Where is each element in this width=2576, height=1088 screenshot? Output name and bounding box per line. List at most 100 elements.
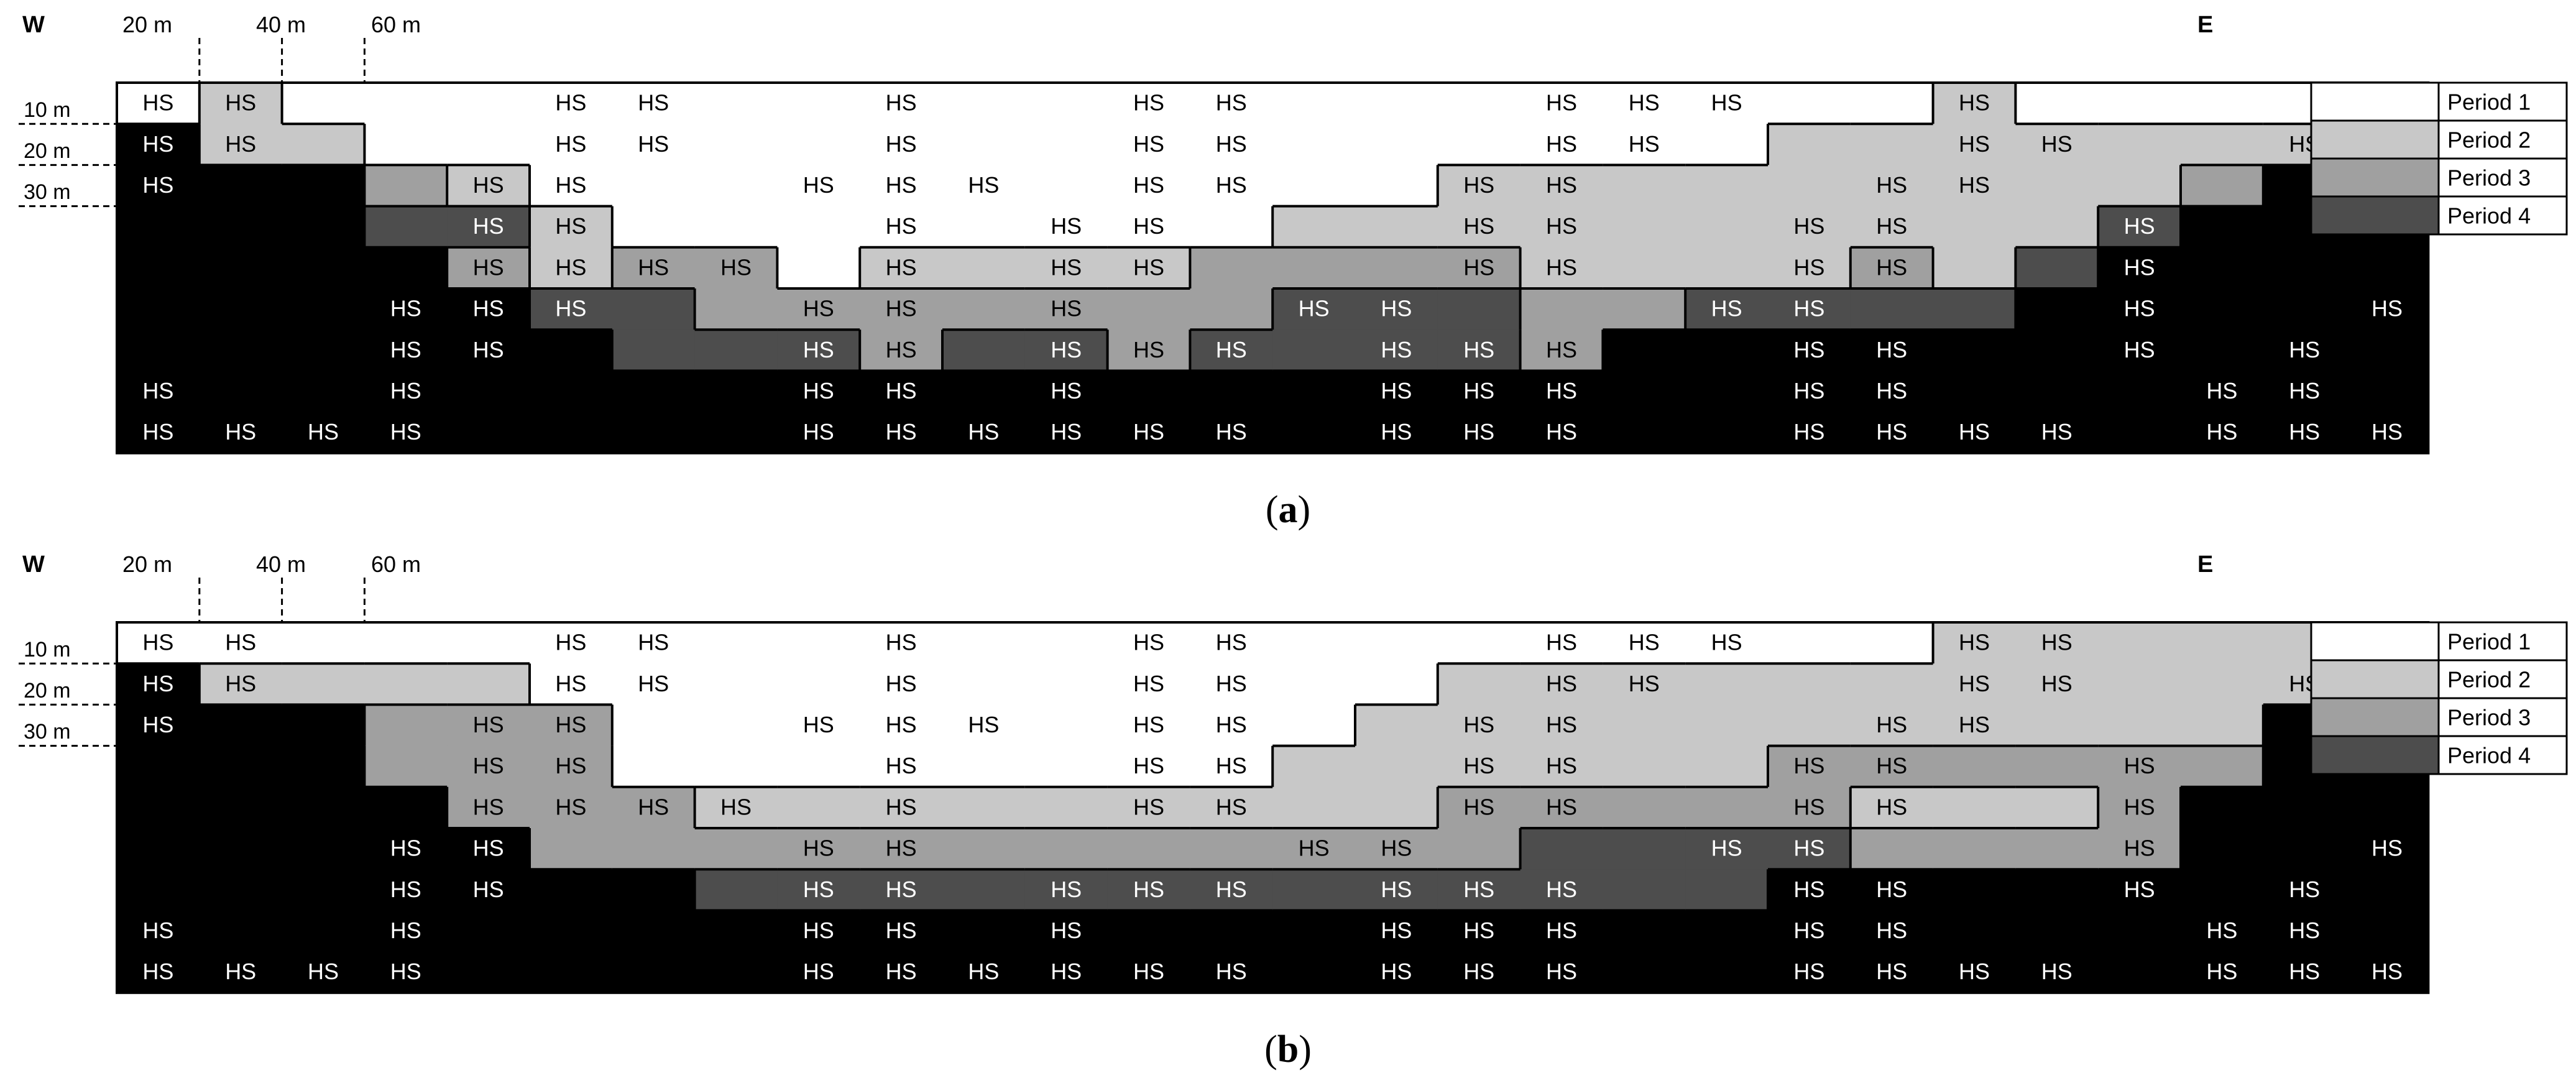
section-cell-period-3 xyxy=(530,745,613,788)
section-cell-period-1 xyxy=(942,206,1026,248)
section-cell-period-1 xyxy=(2181,83,2264,124)
section-cell-period-1 xyxy=(1024,704,1108,747)
scale-dashes xyxy=(19,578,366,747)
legend-label: Period 3 xyxy=(2447,165,2531,191)
section-cell-period-3 xyxy=(1190,247,1273,289)
section-cell-period-1 xyxy=(530,165,613,207)
section-cell-period-1 xyxy=(1850,622,1934,664)
section-cell-period-0 xyxy=(282,247,366,289)
hs-label: HS xyxy=(1051,378,1082,403)
section-cell-period-1 xyxy=(530,124,613,166)
hs-label: HS xyxy=(1463,877,1494,902)
section-cell-period-1 xyxy=(1685,83,1769,124)
hs-label: HS xyxy=(1216,959,1247,984)
hs-label: HS xyxy=(638,254,669,280)
section-cell-period-3 xyxy=(612,786,696,829)
section-cell-period-1 xyxy=(117,622,200,664)
section-cell-period-1 xyxy=(447,124,530,166)
legend-label: Period 3 xyxy=(2447,705,2531,731)
section-cell-period-0 xyxy=(777,412,860,454)
section-cell-period-0 xyxy=(447,288,530,330)
section-cell-period-0 xyxy=(1603,371,1686,413)
section-cell-period-1 xyxy=(777,165,860,207)
section-cell-period-0 xyxy=(199,786,283,829)
section-cell-period-0 xyxy=(694,371,778,413)
hs-label: HS xyxy=(1793,213,1824,239)
section-cell-period-0 xyxy=(2015,412,2099,454)
section-cell-period-0 xyxy=(2098,412,2181,454)
section-cell-period-1 xyxy=(1603,622,1686,664)
section-cell-period-1 xyxy=(1685,622,1769,664)
section-cell-period-1 xyxy=(942,124,1026,166)
section-cell-period-0 xyxy=(1190,951,1273,993)
caption-open: ( xyxy=(1264,1028,1277,1071)
section-cell-period-2 xyxy=(942,786,1026,829)
section-cell-period-0 xyxy=(1272,371,1356,413)
section-cell-period-1 xyxy=(282,622,366,664)
section-cell-period-3 xyxy=(612,247,696,289)
legend-label-box xyxy=(2437,735,2568,775)
legend-swatch-period-3 xyxy=(2310,157,2440,198)
section-cell-period-0 xyxy=(282,786,366,829)
section-cell-period-1 xyxy=(694,124,778,166)
section-cell-period-0 xyxy=(612,412,696,454)
section-cell-period-4 xyxy=(1603,828,1686,870)
depth-tick-20m: 20 m xyxy=(24,139,71,163)
hs-label: HS xyxy=(555,630,586,655)
section-cell-period-3 xyxy=(1190,828,1273,870)
hs-label: HS xyxy=(1133,712,1164,737)
section-cell-period-3 xyxy=(447,745,530,788)
section-cell-period-0 xyxy=(2098,951,2181,993)
section-cell-period-0 xyxy=(1850,371,1934,413)
period-boundaries xyxy=(117,83,2429,372)
hs-label: HS xyxy=(1381,296,1412,321)
section-cell-period-0 xyxy=(1190,910,1273,952)
hs-label: HS xyxy=(1546,918,1577,943)
caption-letter: a xyxy=(1279,489,1298,531)
section-cell-period-0 xyxy=(1768,412,1851,454)
section-cell-period-3 xyxy=(1520,786,1604,829)
section-cell-period-0 xyxy=(694,412,778,454)
hs-label: HS xyxy=(1133,337,1164,362)
hs-label: HS xyxy=(803,918,834,943)
section-cell-period-0 xyxy=(364,247,448,289)
section-cell-period-3 xyxy=(1107,288,1191,330)
hs-label: HS xyxy=(1463,378,1494,403)
hs-label: HS xyxy=(555,296,586,321)
section-cell-period-0 xyxy=(117,704,200,747)
section-cell-period-4 xyxy=(1685,869,1769,911)
section-cell-period-3 xyxy=(447,704,530,747)
section-cell-period-3 xyxy=(2098,786,2181,829)
section-cell-period-1 xyxy=(942,704,1026,747)
section-cell-period-0 xyxy=(447,869,530,911)
hs-label: HS xyxy=(720,254,752,280)
section-cell-period-0 xyxy=(282,828,366,870)
section-cell-period-0 xyxy=(1355,412,1438,454)
section-cell-period-0 xyxy=(447,330,530,372)
section-cell-period-0 xyxy=(2263,828,2347,870)
section-cell-period-0 xyxy=(199,704,283,747)
section-cell-period-0 xyxy=(117,910,200,952)
hs-label: HS xyxy=(555,172,586,198)
section-cell-period-1 xyxy=(612,663,696,706)
section-cell-period-2 xyxy=(2098,622,2181,664)
section-cell-period-0 xyxy=(694,951,778,993)
section-cell-period-1 xyxy=(199,622,283,664)
section-cell-period-0 xyxy=(1107,910,1191,952)
section-cell-period-2 xyxy=(1768,663,1851,706)
hs-label: HS xyxy=(1546,630,1577,655)
section-cell-period-1 xyxy=(694,83,778,124)
section-cell-period-0 xyxy=(199,371,283,413)
hs-label: HS xyxy=(1463,172,1494,198)
section-cell-period-1 xyxy=(1355,622,1438,664)
hs-label: HS xyxy=(1216,794,1247,819)
section-cell-period-1 xyxy=(1024,663,1108,706)
section-cell-period-4 xyxy=(1355,288,1438,330)
hs-label: HS xyxy=(1299,296,1330,321)
section-cell-period-2 xyxy=(1850,124,1934,166)
section-cell-period-0 xyxy=(1520,412,1604,454)
section-cell-period-1 xyxy=(860,206,943,248)
hs-label: HS xyxy=(473,794,504,819)
section-cell-period-1 xyxy=(530,622,613,664)
hs-label: HS xyxy=(1381,378,1412,403)
